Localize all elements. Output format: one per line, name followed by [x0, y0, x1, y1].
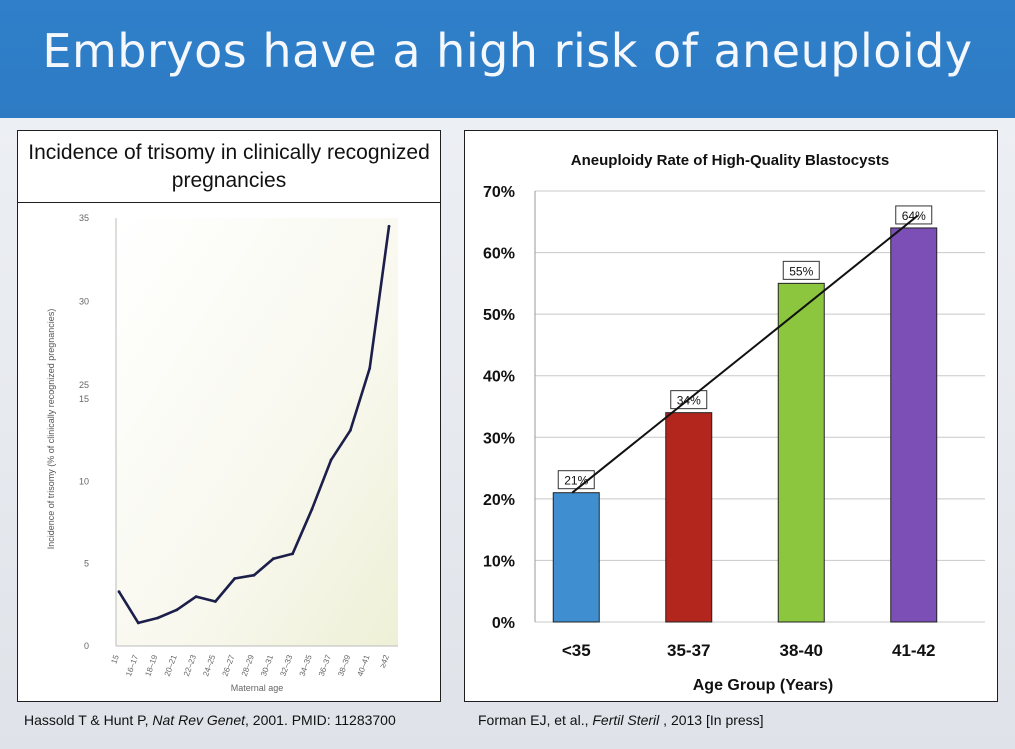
left-citation-journal: Nat Rev Genet — [152, 712, 246, 728]
trisomy-data-point — [329, 458, 333, 462]
trisomy-data-point — [117, 590, 121, 594]
y-tick-label: 40% — [483, 369, 515, 386]
right-citation: Forman EJ, et al., Fertil Steril , 2013 … — [478, 712, 764, 728]
y-tick-label: 15 — [79, 394, 89, 404]
trisomy-data-point — [233, 577, 237, 580]
y-tick-label: 0% — [492, 615, 515, 632]
trisomy-data-point — [368, 366, 372, 370]
x-tick-label: 20–21 — [163, 653, 179, 678]
slide-title: Embryos have a high risk of aneuploidy — [42, 24, 973, 78]
y-tick-label: 30% — [483, 430, 515, 447]
x-tick-label: 28–29 — [240, 653, 256, 678]
x-tick-label: 40–41 — [356, 653, 372, 678]
x-tick-label: 36–37 — [317, 653, 333, 678]
trisomy-data-point — [214, 600, 217, 603]
trisomy-data-point — [291, 552, 294, 556]
bar-chart-title: Aneuploidy Rate of High-Quality Blastocy… — [571, 152, 889, 169]
trisomy-data-point — [136, 621, 140, 625]
y-tick-label: 35 — [79, 213, 89, 223]
trendline — [571, 214, 919, 494]
x-tick-label: 38-40 — [780, 641, 823, 660]
x-tick-label: 30–31 — [259, 653, 275, 678]
left-citation-details: , 2001. PMID: 11283700 — [245, 712, 396, 728]
x-axis-title: Age Group (Years) — [693, 677, 833, 694]
right-citation-authors: Forman EJ, et al., — [478, 712, 593, 728]
trisomy-data-point — [387, 224, 391, 228]
y-tick-label: 30 — [79, 297, 89, 307]
x-tick-label: 35-37 — [667, 641, 710, 660]
x-tick-label: 15 — [109, 653, 121, 665]
data-label: 64% — [902, 209, 926, 223]
data-label: 55% — [789, 264, 813, 278]
y-tick-label: 10% — [483, 553, 515, 570]
x-tick-label: 41-42 — [892, 641, 935, 660]
y-axis-title: Incidence of trisomy (% of clinically re… — [46, 309, 56, 550]
x-tick-label: ≥42 — [378, 653, 391, 669]
y-tick-label: 25 — [79, 380, 89, 390]
data-label: 21% — [564, 474, 588, 488]
data-label-box — [895, 205, 933, 225]
bar-35 — [552, 492, 600, 623]
data-label-box — [782, 260, 820, 280]
trisomy-data-point — [175, 608, 179, 612]
trisomy-chart-title-box: Incidence of trisomy in clinically recog… — [18, 131, 440, 203]
y-tick-label: 20% — [483, 492, 515, 509]
bar-4142 — [890, 227, 938, 623]
trisomy-data-point — [349, 428, 352, 432]
x-tick-label: <35 — [562, 641, 591, 660]
y-tick-label: 5 — [84, 559, 89, 569]
aneuploidy-bar-chart: Aneuploidy Rate of High-Quality Blastocy… — [483, 152, 985, 694]
trisomy-data-point — [156, 616, 160, 620]
x-tick-label: 22–23 — [182, 653, 198, 678]
plot-area — [116, 218, 398, 646]
right-citation-details: , 2013 [In press] — [659, 712, 764, 728]
x-tick-label: 26–27 — [221, 653, 237, 678]
y-tick-label: 50% — [483, 307, 515, 324]
aneuploidy-chart-panel: Aneuploidy Rate of High-Quality Blastocy… — [464, 130, 998, 702]
x-axis-title: Maternal age — [231, 683, 284, 693]
y-tick-label: 70% — [483, 184, 515, 201]
bar-3840 — [777, 282, 825, 623]
x-tick-label: 38–39 — [336, 653, 352, 678]
y-tick-label: 10 — [79, 476, 89, 486]
y-tick-label: 60% — [483, 246, 515, 263]
x-tick-label: 32–33 — [278, 653, 294, 678]
x-tick-label: 16–17 — [124, 653, 140, 678]
left-citation: Hassold T & Hunt P, Nat Rev Genet, 2001.… — [24, 712, 396, 728]
x-tick-label: 34–35 — [298, 653, 314, 678]
trisomy-chart-title: Incidence of trisomy in clinically recog… — [28, 141, 430, 192]
trisomy-data-point — [271, 557, 275, 561]
trisomy-data-point — [310, 507, 314, 511]
y-tick-label: 0 — [84, 641, 89, 651]
trisomy-chart-panel: Incidence of trisomy in clinically recog… — [17, 130, 441, 702]
trisomy-data-point — [194, 595, 198, 598]
title-bar — [0, 0, 1015, 118]
x-tick-label: 18–19 — [143, 653, 159, 678]
right-citation-journal: Fertil Steril — [592, 712, 660, 728]
trisomy-data-point — [252, 573, 256, 577]
bar-3537 — [665, 412, 713, 623]
left-citation-authors: Hassold T & Hunt P, — [24, 712, 153, 728]
x-tick-label: 24–25 — [201, 653, 217, 678]
